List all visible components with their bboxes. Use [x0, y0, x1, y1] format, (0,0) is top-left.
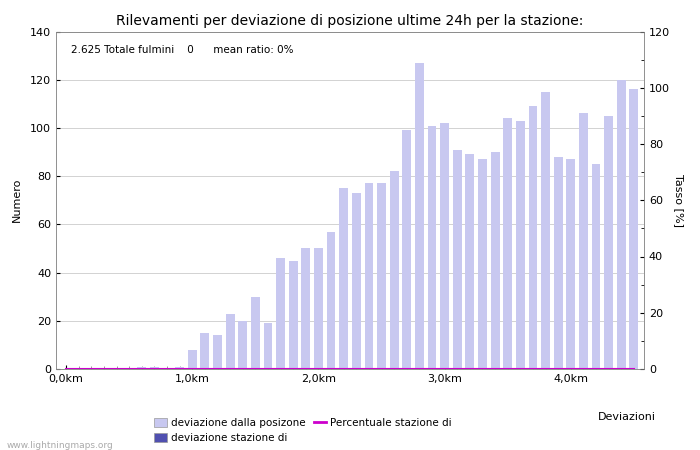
Bar [503, 118, 512, 369]
Bar [150, 367, 159, 369]
Legend: deviazione dalla posizone, deviazione stazione di, Percentuale stazione di: deviazione dalla posizone, deviazione st… [154, 418, 452, 443]
Text: www.lightningmaps.org: www.lightningmaps.org [7, 441, 113, 450]
Y-axis label: Tasso [%]: Tasso [%] [674, 174, 684, 227]
Bar [137, 367, 146, 369]
Bar [175, 367, 184, 369]
Text: 2.625 Totale fulmini    0      mean ratio: 0%: 2.625 Totale fulmini 0 mean ratio: 0% [71, 45, 293, 55]
Bar [289, 261, 298, 369]
Bar [629, 90, 638, 369]
Bar [340, 188, 348, 369]
Bar [415, 63, 424, 369]
Bar [428, 126, 436, 369]
Bar [402, 130, 411, 369]
Bar [352, 193, 361, 369]
Bar [327, 232, 335, 369]
Bar [592, 164, 601, 369]
Bar [264, 323, 272, 369]
Bar [302, 248, 310, 369]
Bar [491, 152, 500, 369]
Bar [251, 297, 260, 369]
Bar [554, 157, 563, 369]
Bar [617, 80, 626, 369]
Bar [541, 92, 550, 369]
Bar [314, 248, 323, 369]
Bar [200, 333, 209, 369]
Bar [276, 258, 285, 369]
Bar [225, 314, 234, 369]
Bar [579, 113, 588, 369]
Bar [528, 106, 538, 369]
Bar [213, 335, 222, 369]
Bar [478, 159, 487, 369]
Bar [516, 121, 525, 369]
Bar [604, 116, 613, 369]
Bar [365, 184, 373, 369]
Bar [377, 184, 386, 369]
Bar [188, 350, 197, 369]
Bar [238, 321, 247, 369]
Y-axis label: Numero: Numero [12, 178, 22, 222]
Bar [440, 123, 449, 369]
Bar [466, 154, 475, 369]
Bar [566, 159, 575, 369]
Text: Deviazioni: Deviazioni [598, 412, 655, 422]
Title: Rilevamenti per deviazione di posizione ultime 24h per la stazione:: Rilevamenti per deviazione di posizione … [116, 14, 584, 27]
Bar [453, 149, 462, 369]
Bar [390, 171, 398, 369]
